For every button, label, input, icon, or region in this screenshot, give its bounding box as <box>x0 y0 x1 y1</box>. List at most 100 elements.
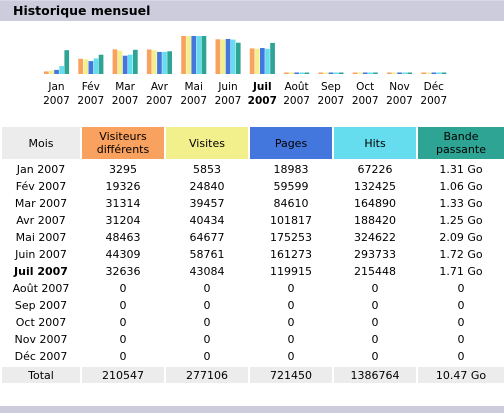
table-row: Mai 2007 48463 64677 175253 324622 2.09 Go <box>0 229 504 246</box>
bar-hits-3 <box>162 51 167 74</box>
total-hits: 1386764 <box>332 365 418 385</box>
header-bandwidth: Bande passante <box>416 125 504 161</box>
month-label-6: Juil 2007 <box>244 80 280 108</box>
bar-pages-7 <box>294 72 299 74</box>
cell-month: Août 2007 <box>0 280 82 297</box>
bar-pages-9 <box>362 72 368 74</box>
section-title-bar: Historique mensuel <box>0 0 504 21</box>
bar-visits-0 <box>49 70 54 74</box>
cell-visits: 24840 <box>164 178 250 195</box>
month-label-10: Nov 2007 <box>382 80 418 108</box>
bar-visitors-1 <box>78 58 83 74</box>
bar-hits-4 <box>196 36 202 74</box>
bar-visits-2 <box>117 50 123 74</box>
bar-visits-10 <box>392 72 397 74</box>
bar-hits-6 <box>265 48 270 74</box>
bar-visitors-9 <box>352 72 358 74</box>
bar-visits-8 <box>323 72 329 74</box>
bar-pages-1 <box>88 61 94 74</box>
bar-hits-2 <box>127 54 133 74</box>
month-label-1: Fév 2007 <box>73 80 109 108</box>
cell-bandwidth: 2.09 Go <box>416 229 504 246</box>
table-row: Nov 2007 0 0 0 0 0 <box>0 331 504 348</box>
bar-pages-8 <box>328 72 334 74</box>
month-label-name: Mai <box>184 81 203 93</box>
cell-month: Oct 2007 <box>0 314 82 331</box>
cell-month: Sep 2007 <box>0 297 82 314</box>
bar-bandwidth-1 <box>98 54 104 74</box>
table-row: Juin 2007 44309 58761 161273 293733 1.72 Go <box>0 246 504 263</box>
cell-month: Avr 2007 <box>0 212 82 229</box>
table-row: Sep 2007 0 0 0 0 0 <box>0 297 504 314</box>
bar-visitors-4 <box>181 36 186 74</box>
cell-pages: 0 <box>248 280 334 297</box>
bar-visits-5 <box>220 39 226 74</box>
cell-visitors: 48463 <box>80 229 166 246</box>
cell-bandwidth: 1.72 Go <box>416 246 504 263</box>
bar-bandwidth-6 <box>270 42 275 74</box>
header-hits: Hits <box>332 125 418 161</box>
bar-visitors-10 <box>387 72 392 74</box>
month-label-year: 2007 <box>214 95 242 107</box>
month-label-year: 2007 <box>317 95 345 107</box>
bar-visits-7 <box>289 72 294 74</box>
month-label-name: Sep <box>320 81 341 93</box>
cell-bandwidth: 1.31 Go <box>416 160 504 178</box>
month-label-7: Août 2007 <box>279 80 315 108</box>
cell-month: Mai 2007 <box>0 229 82 246</box>
cell-hits: 0 <box>332 348 418 366</box>
bar-hits-0 <box>59 66 64 74</box>
bar-visitors-5 <box>215 39 221 74</box>
total-pages: 721450 <box>248 365 334 385</box>
bar-visits-4 <box>186 36 191 74</box>
bar-visitors-3 <box>146 49 152 74</box>
bar-hits-8 <box>333 72 339 74</box>
cell-hits: 0 <box>332 314 418 331</box>
cell-bandwidth: 1.71 Go <box>416 263 504 280</box>
month-label-year: 2007 <box>351 95 379 107</box>
bar-visitors-6 <box>249 48 255 74</box>
cell-month: Juil 2007 <box>0 263 82 280</box>
cell-visitors: 19326 <box>80 178 166 195</box>
cell-visits: 5853 <box>164 160 250 178</box>
cell-pages: 0 <box>248 331 334 348</box>
table-row: Fév 2007 19326 24840 59599 132425 1.06 Go <box>0 178 504 195</box>
bar-pages-2 <box>122 55 128 74</box>
bar-bandwidth-0 <box>64 50 70 74</box>
header-month: Mois <box>0 125 82 161</box>
header-visitors: Visiteurs différents <box>80 125 166 161</box>
month-label-year: 2007 <box>146 95 173 107</box>
bar-pages-3 <box>157 51 162 74</box>
cell-visits: 40434 <box>164 212 250 229</box>
month-label-year: 2007 <box>111 95 139 107</box>
monthly-stats-table: Mois Visiteurs différents Visites Pages … <box>0 125 504 385</box>
bar-pages-4 <box>191 36 197 74</box>
bar-visits-3 <box>152 50 157 74</box>
bar-visitors-0 <box>44 71 49 74</box>
cell-visits: 0 <box>164 314 250 331</box>
header-visits: Visites <box>164 125 250 161</box>
cell-pages: 84610 <box>248 195 334 212</box>
total-visits: 277106 <box>164 365 250 385</box>
table-row: Mar 2007 31314 39457 84610 164890 1.33 Go <box>0 195 504 212</box>
bar-bandwidth-8 <box>338 72 344 74</box>
cell-hits: 215448 <box>332 263 418 280</box>
month-label-name: Nov <box>389 81 410 93</box>
cell-visitors: 31204 <box>80 212 166 229</box>
cell-visitors: 0 <box>80 314 166 331</box>
bar-hits-5 <box>230 39 236 74</box>
month-label-name: Mar <box>115 81 135 93</box>
bar-bandwidth-5 <box>235 42 241 74</box>
month-label-year: 2007 <box>283 95 310 107</box>
month-label-year: 2007 <box>43 95 70 107</box>
cell-hits: 164890 <box>332 195 418 212</box>
month-label-name: Juin <box>218 81 238 93</box>
month-label-year: 2007 <box>386 95 413 107</box>
month-label-5: Juin 2007 <box>210 80 246 108</box>
cell-month: Nov 2007 <box>0 331 82 348</box>
cell-hits: 132425 <box>332 178 418 195</box>
cell-bandwidth: 0 <box>416 314 504 331</box>
cell-month: Déc 2007 <box>0 348 82 366</box>
bar-bandwidth-10 <box>407 72 413 74</box>
bar-pages-5 <box>225 39 231 74</box>
